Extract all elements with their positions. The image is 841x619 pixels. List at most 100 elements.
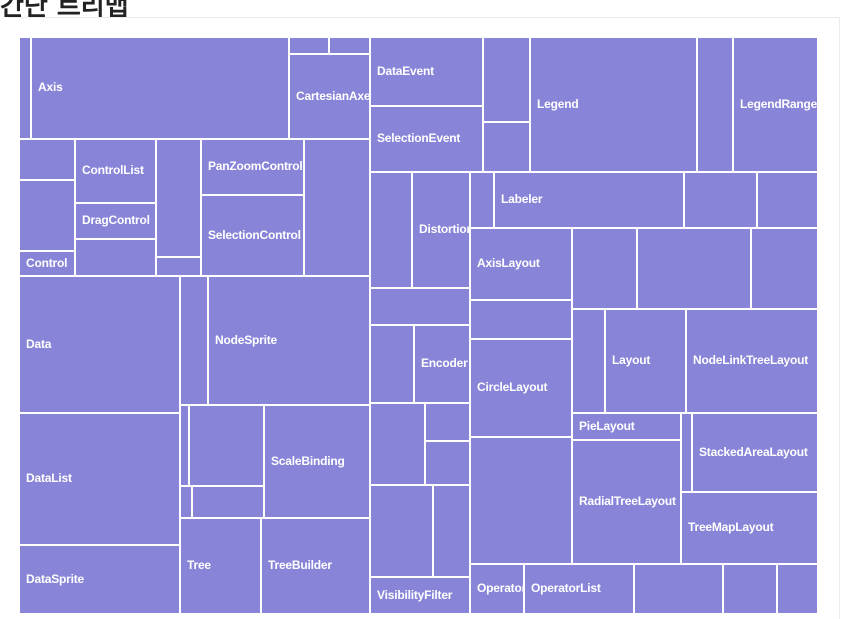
treemap-cell: Distortion <box>412 172 470 288</box>
treemap-cell-label: NodeLinkTreeLayout <box>693 353 809 367</box>
treemap-cell: PieLayout <box>572 413 681 440</box>
treemap-cell-label: Layout <box>612 353 651 367</box>
treemap-cell: SelectionControl <box>201 195 304 276</box>
treemap-cell: LegendRange <box>733 37 818 172</box>
treemap-cell: Labeler <box>494 172 684 228</box>
treemap-cell-label: Tree <box>187 558 211 572</box>
treemap-cell-label: StackedAreaLayout <box>699 445 808 459</box>
treemap-cell <box>19 180 75 251</box>
page-title: 간단 트리맵 <box>0 0 129 22</box>
treemap-cell <box>370 288 470 325</box>
treemap-cell: Encoder <box>414 325 470 403</box>
treemap-cell: TreeMapLayout <box>681 492 818 564</box>
treemap-cell <box>370 172 412 288</box>
treemap-cell <box>329 37 370 54</box>
treemap-cell: VisibilityFilter <box>370 577 470 614</box>
treemap-cell <box>425 403 470 441</box>
treemap-cell: Data <box>19 276 180 413</box>
treemap-cell <box>572 228 637 309</box>
treemap-cell <box>634 564 723 614</box>
treemap-cell <box>19 37 31 139</box>
treemap-cell: Operator <box>470 564 524 614</box>
treemap-cell <box>180 405 189 486</box>
treemap-cell-label: Operator <box>477 581 524 595</box>
treemap-cell <box>757 172 818 228</box>
treemap-cell-label: Labeler <box>501 192 543 206</box>
treemap-cell: NodeSprite <box>208 276 370 405</box>
treemap-cell <box>723 564 777 614</box>
treemap-cell-label: ControlList <box>82 163 144 177</box>
treemap-cell <box>751 228 818 309</box>
treemap-cell <box>156 139 201 257</box>
treemap-cell <box>681 413 692 492</box>
treemap-cell <box>483 122 530 172</box>
treemap-cell-label: OperatorList <box>531 581 601 595</box>
treemap-cell-label: NodeSprite <box>215 333 278 347</box>
treemap-cell: DataEvent <box>370 37 483 106</box>
treemap-cell: CartesianAxes <box>289 54 370 139</box>
treemap-cell-label: VisibilityFilter <box>377 588 453 602</box>
treemap-cell <box>425 441 470 485</box>
treemap-cell: ControlList <box>75 139 156 203</box>
treemap-cell: Tree <box>180 518 261 614</box>
treemap-cell: DataSprite <box>19 545 180 614</box>
treemap-cell <box>370 485 433 577</box>
treemap-cell-label: CircleLayout <box>477 380 548 394</box>
treemap-cell-label: ScaleBinding <box>271 454 345 468</box>
treemap-cell <box>777 564 818 614</box>
treemap-cell-label: PanZoomControl <box>208 159 303 173</box>
treemap-cell-label: Control <box>26 256 68 270</box>
treemap-cell: ScaleBinding <box>264 405 370 518</box>
treemap-cell <box>470 172 494 228</box>
treemap-cell: Legend <box>530 37 697 172</box>
treemap-cell-label: DragControl <box>82 213 150 227</box>
treemap-cell <box>289 37 329 54</box>
treemap-cell: OperatorList <box>524 564 634 614</box>
treemap-cell <box>19 139 75 180</box>
treemap-cell <box>470 437 572 564</box>
treemap-cell-label: RadialTreeLayout <box>579 494 676 508</box>
treemap-cell: DragControl <box>75 203 156 239</box>
treemap-cell: TreeBuilder <box>261 518 370 614</box>
treemap-cell <box>75 239 156 276</box>
treemap-cell: NodeLinkTreeLayout <box>686 309 818 413</box>
treemap-cell <box>370 325 414 403</box>
treemap-cell <box>697 37 733 172</box>
treemap-cell: PanZoomControl <box>201 139 304 195</box>
treemap-cell-label: TreeBuilder <box>268 558 332 572</box>
treemap-cell: Axis <box>31 37 289 139</box>
treemap-cell <box>156 257 201 276</box>
treemap-cell-label: Encoder <box>421 356 468 370</box>
treemap-cell <box>180 276 208 405</box>
treemap-cell-label: AxisLayout <box>477 256 540 270</box>
treemap-cell <box>433 485 470 577</box>
treemap-cell <box>572 309 605 413</box>
treemap-chart: Axis CartesianAxes DataEvent SelectionEvent… <box>19 37 818 614</box>
treemap-cell-label: SelectionControl <box>208 228 301 242</box>
treemap-cell <box>304 139 370 276</box>
treemap-cell <box>370 403 425 485</box>
treemap-cell-label: SelectionEvent <box>377 131 461 145</box>
treemap-cell-label: Axis <box>38 80 63 94</box>
treemap-cell <box>684 172 757 228</box>
treemap-cell <box>483 37 530 122</box>
treemap-cell-label: Distortion <box>419 222 470 236</box>
treemap-cell-label: DataList <box>26 471 72 485</box>
treemap-cell-label: DataSprite <box>26 572 85 586</box>
treemap-cell: SelectionEvent <box>370 106 483 172</box>
treemap-cell-label: LegendRange <box>740 97 818 111</box>
treemap-cell <box>192 486 264 518</box>
treemap-cell: StackedAreaLayout <box>692 413 818 492</box>
treemap-cell-label: PieLayout <box>579 419 635 433</box>
treemap-cell: RadialTreeLayout <box>572 440 681 564</box>
treemap-cell: Layout <box>605 309 686 413</box>
treemap-cell <box>470 300 572 339</box>
treemap-cell-label: CartesianAxes <box>296 89 370 103</box>
treemap-cell-label: DataEvent <box>377 64 434 78</box>
treemap-cell: DataList <box>19 413 180 545</box>
treemap-cell <box>637 228 751 309</box>
treemap-cell <box>189 405 264 486</box>
treemap-cell: AxisLayout <box>470 228 572 300</box>
treemap-cell <box>180 486 192 518</box>
treemap-cell: Control <box>19 251 75 276</box>
